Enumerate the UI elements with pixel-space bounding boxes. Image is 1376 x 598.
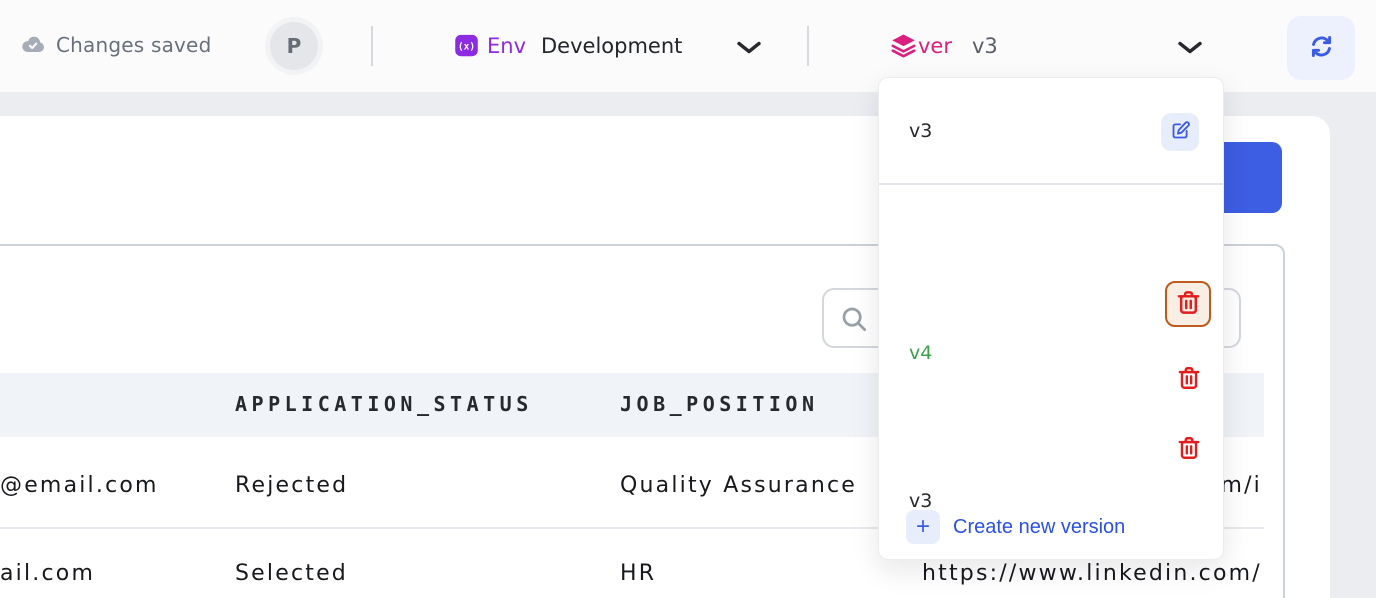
version-selected-value: v3 [972, 34, 998, 58]
version-item-v2[interactable]: v2 [879, 351, 1223, 407]
cell-job-position: Quality Assurance [620, 473, 858, 498]
cell-application-status: Selected [235, 561, 348, 586]
divider [371, 26, 373, 66]
cell-url-fragment: m/i [1220, 473, 1262, 498]
create-version-button[interactable]: + Create new version [899, 502, 1205, 552]
env-icon: (x) [453, 32, 480, 63]
row-divider [0, 527, 1264, 529]
edit-icon [1170, 120, 1191, 144]
column-header-application-status[interactable]: APPLICATION_STATUS [235, 392, 533, 416]
version-item-v3[interactable]: v3 [879, 276, 1223, 512]
delete-version-button[interactable] [1175, 365, 1203, 393]
env-badge-label: Env [487, 34, 527, 58]
save-status-text: Changes saved [56, 33, 212, 57]
cell-url: https://www.linkedin.com/i [922, 561, 1262, 586]
avatar-initial: P [286, 34, 302, 58]
version-item-v1[interactable]: v1 [879, 421, 1223, 477]
current-version-label: v3 [909, 120, 933, 142]
chevron-down-icon [1177, 40, 1203, 59]
version-item-label: v3 [909, 490, 933, 512]
divider [807, 26, 809, 66]
layers-icon [890, 32, 917, 63]
rename-version-button[interactable] [1161, 113, 1199, 151]
table-row[interactable]: ail.com Selected HR https://www.linkedin… [0, 528, 1264, 598]
refresh-button[interactable] [1287, 16, 1355, 80]
cell-email: ail.com [0, 561, 96, 586]
version-dropdown: v3 v4 v3 v2 v1 [878, 77, 1224, 560]
plus-icon: + [906, 510, 940, 544]
chevron-down-icon [736, 40, 762, 59]
env-icon-glyph: (x) [458, 41, 475, 52]
trash-icon [1175, 289, 1202, 319]
version-selector[interactable]: ver v3 [885, 20, 1210, 72]
env-selected-value: Development [541, 34, 683, 58]
dropdown-divider [879, 183, 1223, 185]
delete-version-button[interactable] [1175, 435, 1203, 463]
table-row[interactable]: @email.com Rejected Quality Assurance m/… [0, 437, 1264, 527]
column-header-job-position[interactable]: JOB_POSITION [620, 392, 819, 416]
version-badge-label: ver [918, 34, 952, 58]
top-bar: Changes saved P (x) Env Development [0, 0, 1376, 92]
create-version-label: Create new version [953, 515, 1126, 538]
avatar[interactable]: P [270, 22, 318, 70]
refresh-icon [1308, 33, 1335, 63]
cloud-check-icon [19, 31, 47, 63]
delete-version-button[interactable] [1165, 281, 1211, 327]
trash-icon [1176, 365, 1202, 394]
cell-email: @email.com [0, 473, 159, 498]
cell-application-status: Rejected [235, 473, 349, 498]
trash-icon [1176, 435, 1202, 464]
version-item-label: v4 [909, 342, 933, 364]
environment-selector[interactable]: (x) Env Development [448, 20, 770, 72]
cell-job-position: HR [620, 561, 657, 586]
version-item-v4[interactable]: v4 [879, 202, 1223, 364]
search-icon [839, 304, 869, 338]
